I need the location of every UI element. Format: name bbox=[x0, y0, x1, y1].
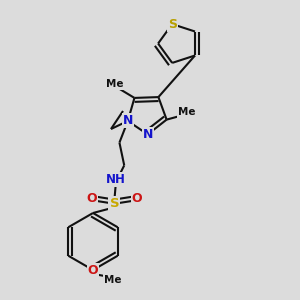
Text: Me: Me bbox=[104, 275, 121, 285]
Text: O: O bbox=[86, 192, 97, 205]
Text: Me: Me bbox=[178, 107, 196, 117]
Text: N: N bbox=[142, 128, 153, 141]
Text: O: O bbox=[131, 192, 142, 205]
Text: N: N bbox=[123, 115, 133, 128]
Text: S: S bbox=[168, 18, 177, 31]
Text: S: S bbox=[110, 197, 119, 210]
Text: O: O bbox=[88, 264, 98, 277]
Text: Me: Me bbox=[106, 80, 123, 89]
Text: NH: NH bbox=[106, 173, 126, 186]
